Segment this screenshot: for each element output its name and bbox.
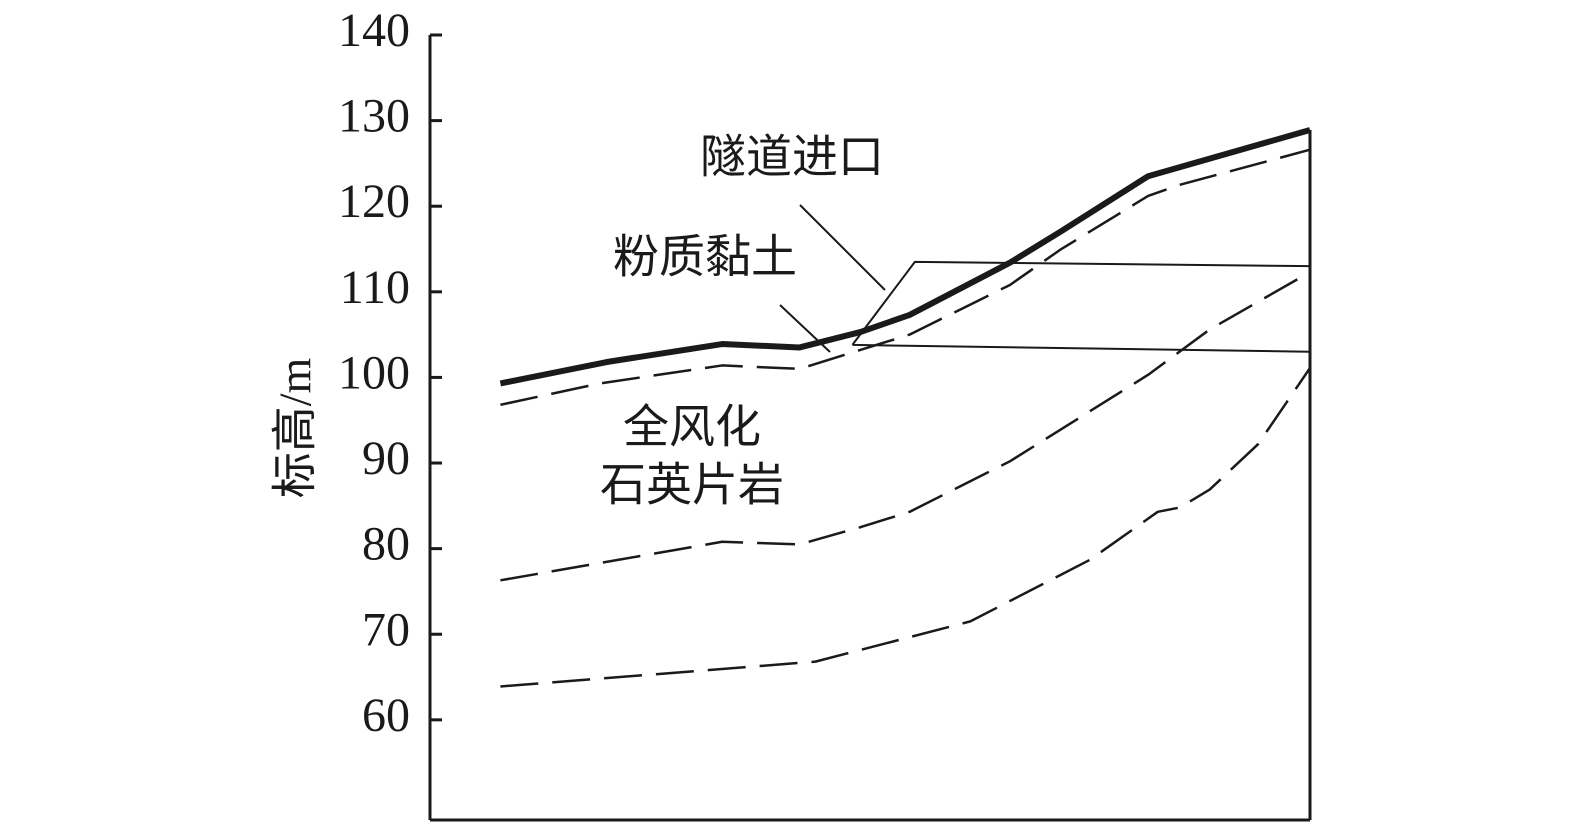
line-series xyxy=(500,367,1312,688)
leader-line xyxy=(799,204,886,291)
line-series xyxy=(500,271,1311,582)
line-series xyxy=(499,127,1311,387)
y-tick-label: 60 xyxy=(362,689,410,742)
annotation: 石英片岩 xyxy=(600,460,784,511)
y-tick-label: 140 xyxy=(338,4,410,57)
y-tick-label: 80 xyxy=(362,518,410,571)
line-series xyxy=(851,260,1311,353)
annotation: 隧道进口 xyxy=(700,132,884,183)
y-tick-label: 70 xyxy=(362,603,410,656)
y-tick-label: 90 xyxy=(362,432,410,485)
y-tick-label: 120 xyxy=(338,175,410,228)
y-axis-label: 标高/m xyxy=(270,358,321,499)
y-tick-label: 100 xyxy=(338,346,410,399)
annotation: 粉质黏土 xyxy=(613,232,797,283)
annotation: 全风化 xyxy=(623,402,761,453)
y-tick-label: 130 xyxy=(338,90,410,143)
y-tick-label: 110 xyxy=(340,261,410,314)
line-series xyxy=(500,148,1311,407)
